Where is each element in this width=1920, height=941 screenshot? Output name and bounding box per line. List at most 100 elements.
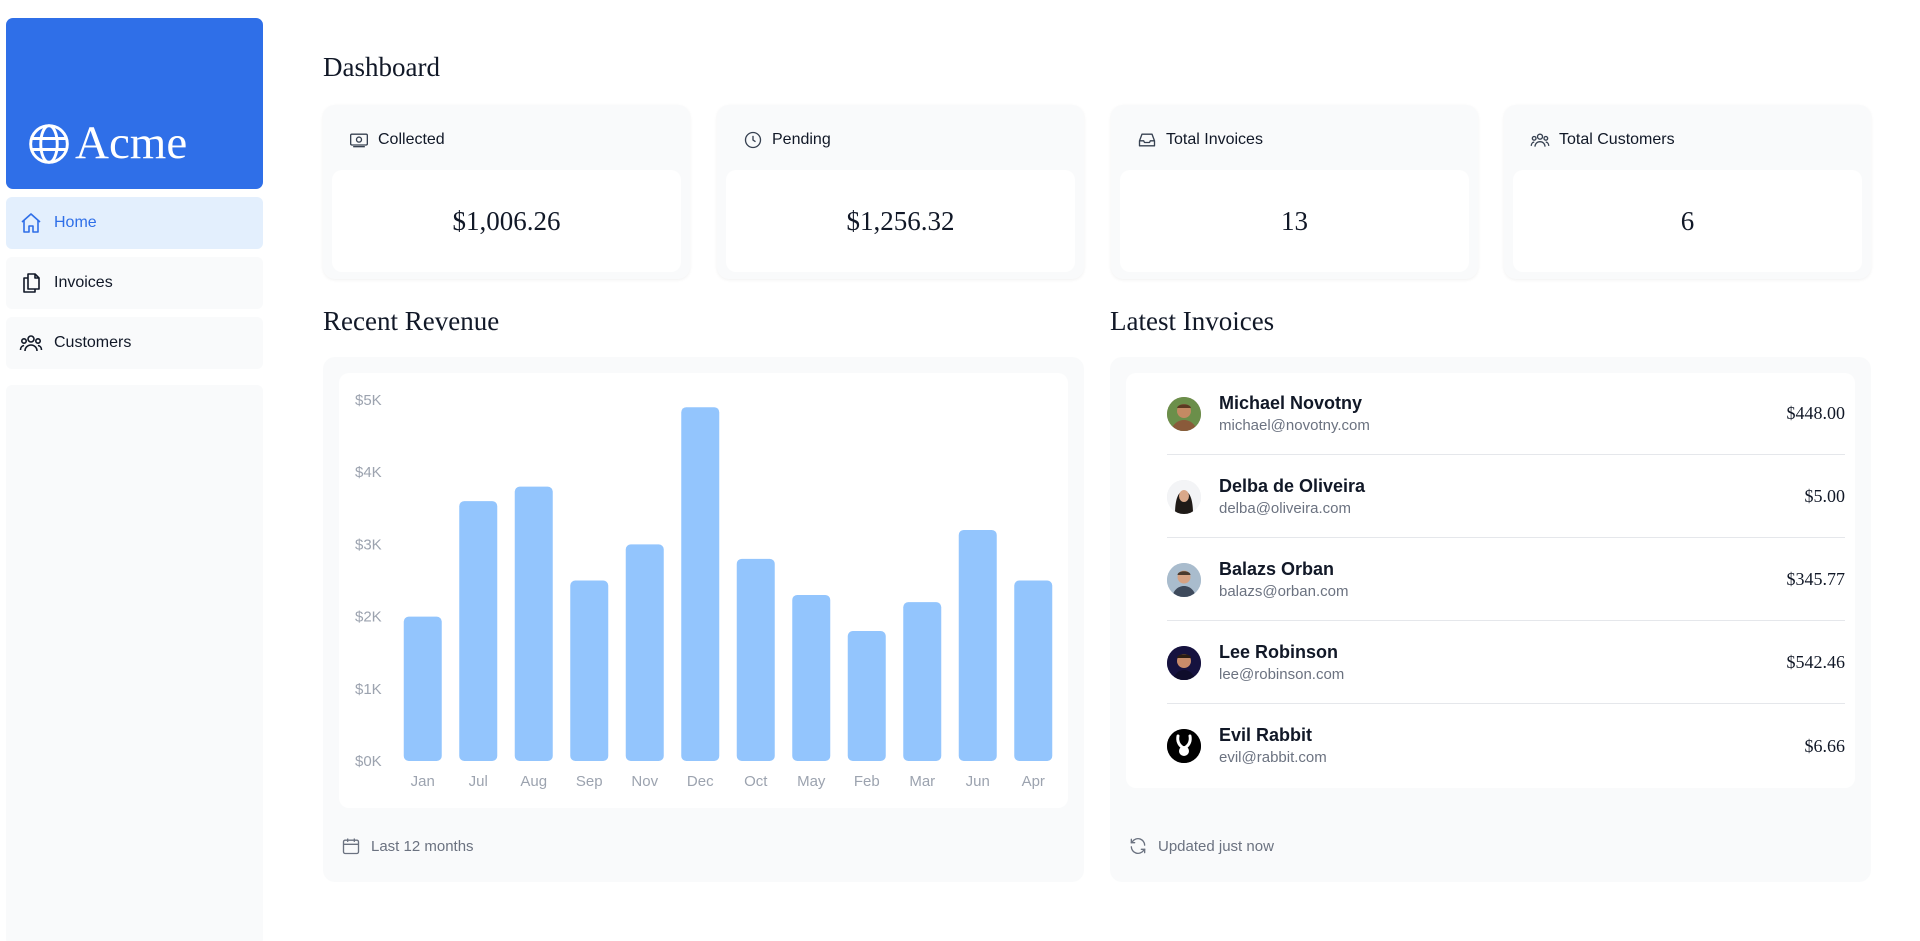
- card-header: Pending: [743, 130, 831, 150]
- documents-icon: [23, 273, 40, 293]
- invoice-amount: $542.46: [1786, 652, 1846, 672]
- card-header: Collected: [349, 130, 445, 150]
- x-tick-label: Apr: [1022, 773, 1045, 790]
- revenue-bar[interactable]: [514, 486, 553, 761]
- card-value: 6: [1513, 170, 1862, 272]
- card-header: Total Invoices: [1137, 130, 1263, 150]
- revenue-chart: $0K $1K $2K $3K $4K $5K Jan Jul Aug Sep Nov Dec Oct M…: [355, 392, 1053, 790]
- sidebar-item-label: Home: [54, 214, 97, 231]
- sidebar: Acme Home Invoices Customers: [6, 18, 263, 941]
- avatar-michael: [1167, 396, 1201, 431]
- invoice-amount: $345.77: [1786, 569, 1846, 589]
- revenue-bar[interactable]: [681, 407, 720, 761]
- y-tick-label: $0K: [355, 753, 382, 770]
- x-tick-label: Mar: [909, 773, 935, 790]
- revenue-bar[interactable]: [792, 594, 831, 761]
- invoice-customer: Balazs Orban balazs@orban.com: [1219, 558, 1348, 602]
- invoice-customer: Michael Novotny michael@novotny.com: [1219, 392, 1370, 436]
- invoice-amount: $5.00: [1804, 486, 1846, 506]
- revenue-title: Recent Revenue: [323, 306, 500, 336]
- invoice-amount: $6.66: [1804, 735, 1846, 756]
- inbox-icon: [1138, 133, 1156, 147]
- card-value: 13: [1120, 170, 1469, 272]
- revenue-bar[interactable]: [958, 529, 997, 761]
- card-header: Total Customers: [1530, 130, 1675, 150]
- invoice-row[interactable]: Evil Rabbit evil@rabbit.com $6.66: [1167, 705, 1845, 787]
- revenue-bar[interactable]: [1014, 580, 1053, 762]
- x-tick-label: Nov: [631, 773, 658, 790]
- invoice-row[interactable]: Balazs Orban balazs@orban.com $345.77: [1167, 539, 1845, 621]
- latest-invoices-footer: Updated just now: [1128, 836, 1274, 856]
- customer-name: Lee Robinson: [1219, 641, 1339, 662]
- customer-email: lee@robinson.com: [1219, 665, 1345, 683]
- x-tick-label: May: [797, 773, 826, 790]
- banknote-icon: [350, 133, 368, 148]
- sidebar-spacer: [6, 385, 263, 941]
- card-pending: Pending $1,256.32: [717, 105, 1084, 279]
- revenue-footer-text: Last 12 months: [371, 837, 474, 855]
- revenue-bar[interactable]: [403, 616, 442, 761]
- customer-email: evil@rabbit.com: [1219, 749, 1327, 766]
- invoice-customer: Delba de Oliveira delba@oliveira.com: [1219, 475, 1365, 519]
- x-tick-label: Aug: [520, 773, 547, 790]
- brand-logo[interactable]: Acme: [6, 18, 263, 189]
- clock-icon: [744, 131, 762, 149]
- avatar-balazs: [1167, 562, 1201, 597]
- invoice-customer: Evil Rabbit evil@rabbit.com: [1219, 724, 1327, 768]
- users-icon: [19, 335, 43, 352]
- revenue-footer: Last 12 months: [341, 836, 474, 856]
- latest-invoices-list: Michael Novotny michael@novotny.com $448…: [1126, 373, 1855, 788]
- x-tick-label: Jan: [411, 773, 435, 790]
- y-tick-label: $4K: [355, 464, 382, 481]
- sidebar-item-home[interactable]: Home: [6, 197, 263, 249]
- revenue-bar[interactable]: [625, 544, 664, 761]
- revenue-bar[interactable]: [847, 631, 886, 761]
- page-title: Dashboard: [323, 52, 440, 82]
- y-tick-label: $3K: [355, 536, 382, 553]
- refresh-icon: [1130, 837, 1146, 855]
- revenue-bar[interactable]: [570, 580, 609, 762]
- customer-name: Balazs Orban: [1219, 558, 1335, 579]
- card-title: Total Invoices: [1166, 131, 1263, 148]
- brand-name: Acme: [75, 117, 188, 169]
- card-collected: Collected $1,006.26: [323, 105, 690, 279]
- x-tick-label: Dec: [687, 773, 714, 790]
- invoice-row[interactable]: Lee Robinson lee@robinson.com $542.46: [1167, 622, 1845, 704]
- invoice-row[interactable]: Michael Novotny michael@novotny.com $448…: [1167, 373, 1845, 455]
- calendar-icon: [342, 838, 360, 855]
- revenue-panel: $0K $1K $2K $3K $4K $5K Jan Jul Aug Sep Nov Dec Oct M…: [323, 357, 1084, 882]
- invoice-customer: Lee Robinson lee@robinson.com: [1219, 641, 1344, 685]
- revenue-bar[interactable]: [903, 602, 942, 761]
- revenue-bar[interactable]: [459, 501, 498, 761]
- card-total-invoices: Total Invoices 13: [1111, 105, 1478, 279]
- customer-name: Evil Rabbit: [1219, 725, 1313, 745]
- users-icon: [1530, 133, 1550, 147]
- x-tick-label: Oct: [744, 773, 768, 790]
- latest-invoices-title: Latest Invoices: [1110, 306, 1275, 336]
- sidebar-item-invoices[interactable]: Invoices: [6, 257, 263, 309]
- revenue-bar[interactable]: [736, 558, 775, 761]
- y-tick-label: $2K: [355, 609, 382, 626]
- customer-email: balazs@orban.com: [1219, 582, 1349, 600]
- avatar-delba: [1167, 479, 1201, 514]
- y-tick-label: $1K: [355, 681, 382, 698]
- card-title: Collected: [378, 131, 445, 148]
- globe-icon: [29, 123, 69, 164]
- card-total-customers: Total Customers 6: [1504, 105, 1871, 279]
- x-tick-label: Feb: [854, 773, 880, 790]
- sidebar-item-customers[interactable]: Customers: [6, 317, 263, 369]
- revenue-chart-area: $0K $1K $2K $3K $4K $5K Jan Jul Aug Sep Nov Dec Oct M…: [339, 373, 1068, 808]
- home-icon: [21, 213, 41, 233]
- invoice-row[interactable]: Delba de Oliveira delba@oliveira.com $5.…: [1167, 456, 1845, 538]
- sidebar-item-label: Customers: [54, 334, 132, 351]
- customer-email: delba@oliveira.com: [1219, 499, 1351, 517]
- latest-invoices-panel: Michael Novotny michael@novotny.com $448…: [1110, 357, 1871, 882]
- x-tick-label: Sep: [576, 773, 603, 790]
- sidebar-nav: Home Invoices Customers: [6, 197, 263, 941]
- customer-email: michael@novotny.com: [1219, 416, 1370, 434]
- card-title: Total Customers: [1559, 131, 1675, 148]
- brand-logo-content: Acme: [27, 120, 187, 167]
- x-tick-label: Jul: [469, 773, 488, 790]
- card-title: Pending: [772, 131, 831, 148]
- card-value: $1,256.32: [726, 170, 1075, 272]
